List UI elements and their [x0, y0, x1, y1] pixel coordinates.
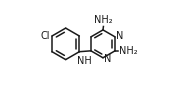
Text: Cl: Cl — [41, 31, 50, 41]
Text: NH₂: NH₂ — [119, 46, 138, 56]
Text: NH: NH — [77, 56, 92, 66]
Text: N: N — [104, 53, 111, 63]
Text: NH₂: NH₂ — [94, 15, 113, 25]
Text: N: N — [116, 31, 123, 41]
